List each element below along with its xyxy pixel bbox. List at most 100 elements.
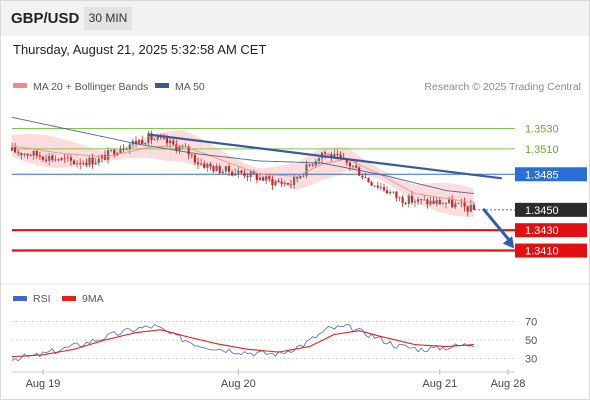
candle-body xyxy=(119,149,122,154)
candle-body xyxy=(355,165,358,168)
candle-body xyxy=(277,181,280,182)
candle-body xyxy=(358,167,361,176)
level-label: 1.3410 xyxy=(525,246,559,258)
candle-body xyxy=(410,195,413,203)
candle-body xyxy=(26,153,29,156)
candle-body xyxy=(60,157,63,161)
candle-body xyxy=(91,157,94,165)
candle-body xyxy=(265,176,268,181)
x-tick-label: Aug 21 xyxy=(422,378,457,390)
candle-body xyxy=(469,204,472,212)
candle-body xyxy=(296,176,299,179)
candle-body xyxy=(379,187,382,188)
candle-body xyxy=(404,203,407,204)
candle-body xyxy=(215,166,218,172)
x-tick-label: Aug 20 xyxy=(221,378,256,390)
candle-body xyxy=(82,163,85,165)
timeframe-button[interactable]: 30 MIN xyxy=(84,7,132,30)
candle-body xyxy=(110,149,113,151)
level-label: 1.3530 xyxy=(525,123,559,135)
candle-body xyxy=(460,202,463,204)
candle-body xyxy=(190,154,193,156)
level-label: 1.3450 xyxy=(525,205,559,217)
candle-body xyxy=(72,160,76,165)
candle-body xyxy=(88,157,91,166)
candle-body xyxy=(181,146,184,148)
rsi-legend-label: RSI xyxy=(33,293,51,305)
candle-body xyxy=(240,170,243,173)
rsi-ma-line xyxy=(11,329,474,358)
candle-body xyxy=(38,155,41,157)
candle-body xyxy=(389,191,392,194)
chart-header: GBP/USD 30 MIN xyxy=(0,0,590,36)
x-tick-label: Aug 19 xyxy=(26,378,61,390)
candle-body xyxy=(153,139,156,141)
candle-body xyxy=(76,163,79,165)
candle-body xyxy=(29,155,32,157)
candle-body xyxy=(159,136,162,138)
trend-annotations xyxy=(148,133,515,249)
candle-body xyxy=(54,159,57,161)
candle-body xyxy=(162,137,165,139)
level-label: 1.3430 xyxy=(525,225,559,237)
ma20-legend-label: MA 20 + Bollinger Bands xyxy=(33,81,148,93)
candle-body xyxy=(209,163,212,167)
candle-body xyxy=(178,146,181,151)
candle-body xyxy=(249,171,252,178)
candle-body xyxy=(361,175,364,178)
x-tick-label: Aug 28 xyxy=(491,378,526,390)
candle-body xyxy=(79,163,82,165)
candle-body xyxy=(448,199,451,204)
candle-body xyxy=(407,195,410,204)
candle-body xyxy=(420,199,423,200)
candle-body xyxy=(351,165,355,167)
rsi-line xyxy=(11,323,474,362)
candle-body xyxy=(373,185,376,187)
candle-body xyxy=(305,164,308,176)
candle-body xyxy=(262,177,265,181)
ma-line xyxy=(11,116,474,195)
rsi-tick-label: 50 xyxy=(525,335,537,347)
candle-body xyxy=(227,166,231,172)
candle-body xyxy=(243,172,246,177)
candle-body xyxy=(23,153,26,155)
candle-body xyxy=(107,150,110,160)
forecast-arrow-shaft xyxy=(482,207,513,244)
candle-body xyxy=(150,133,153,141)
level-labels: 1.3530 1.3510 1.3485 1.3450 1.3430 1.3410 xyxy=(515,123,587,258)
level-label-box xyxy=(515,243,587,258)
rsi-tick-label: 30 xyxy=(525,354,537,366)
candle-body xyxy=(348,162,351,167)
candle-body xyxy=(200,163,203,165)
candle-body xyxy=(165,138,169,144)
ma9-legend-label: 9MA xyxy=(82,293,104,305)
candle-body xyxy=(193,154,196,163)
ma50-legend-label: MA 50 xyxy=(175,81,205,93)
candle-body xyxy=(463,202,466,207)
timestamp-label: Thursday, August 21, 2025 5:32:58 AM CET xyxy=(13,42,267,57)
candle-body xyxy=(432,200,435,204)
candle-body xyxy=(97,158,100,163)
candle-body xyxy=(457,203,460,205)
candle-body xyxy=(382,187,386,191)
candle-body xyxy=(134,140,138,144)
candle-body xyxy=(113,149,116,156)
level-label-box xyxy=(515,202,587,217)
candle-body xyxy=(426,199,429,205)
candle-body xyxy=(147,133,150,144)
candle-body xyxy=(237,170,240,174)
candle-body xyxy=(268,176,271,180)
candle-body xyxy=(429,200,432,205)
forecast-arrow-head xyxy=(502,236,515,249)
rsi-panel: 70 50 30 xyxy=(11,316,537,366)
candle-body xyxy=(234,173,237,176)
candle-body xyxy=(417,199,420,202)
candle-body xyxy=(271,179,274,186)
candle-body xyxy=(10,147,14,151)
candle-body xyxy=(466,206,469,212)
candle-body xyxy=(401,197,404,204)
candle-body xyxy=(395,191,398,198)
ma20-legend-swatch xyxy=(13,83,27,88)
candle-body xyxy=(311,165,314,166)
